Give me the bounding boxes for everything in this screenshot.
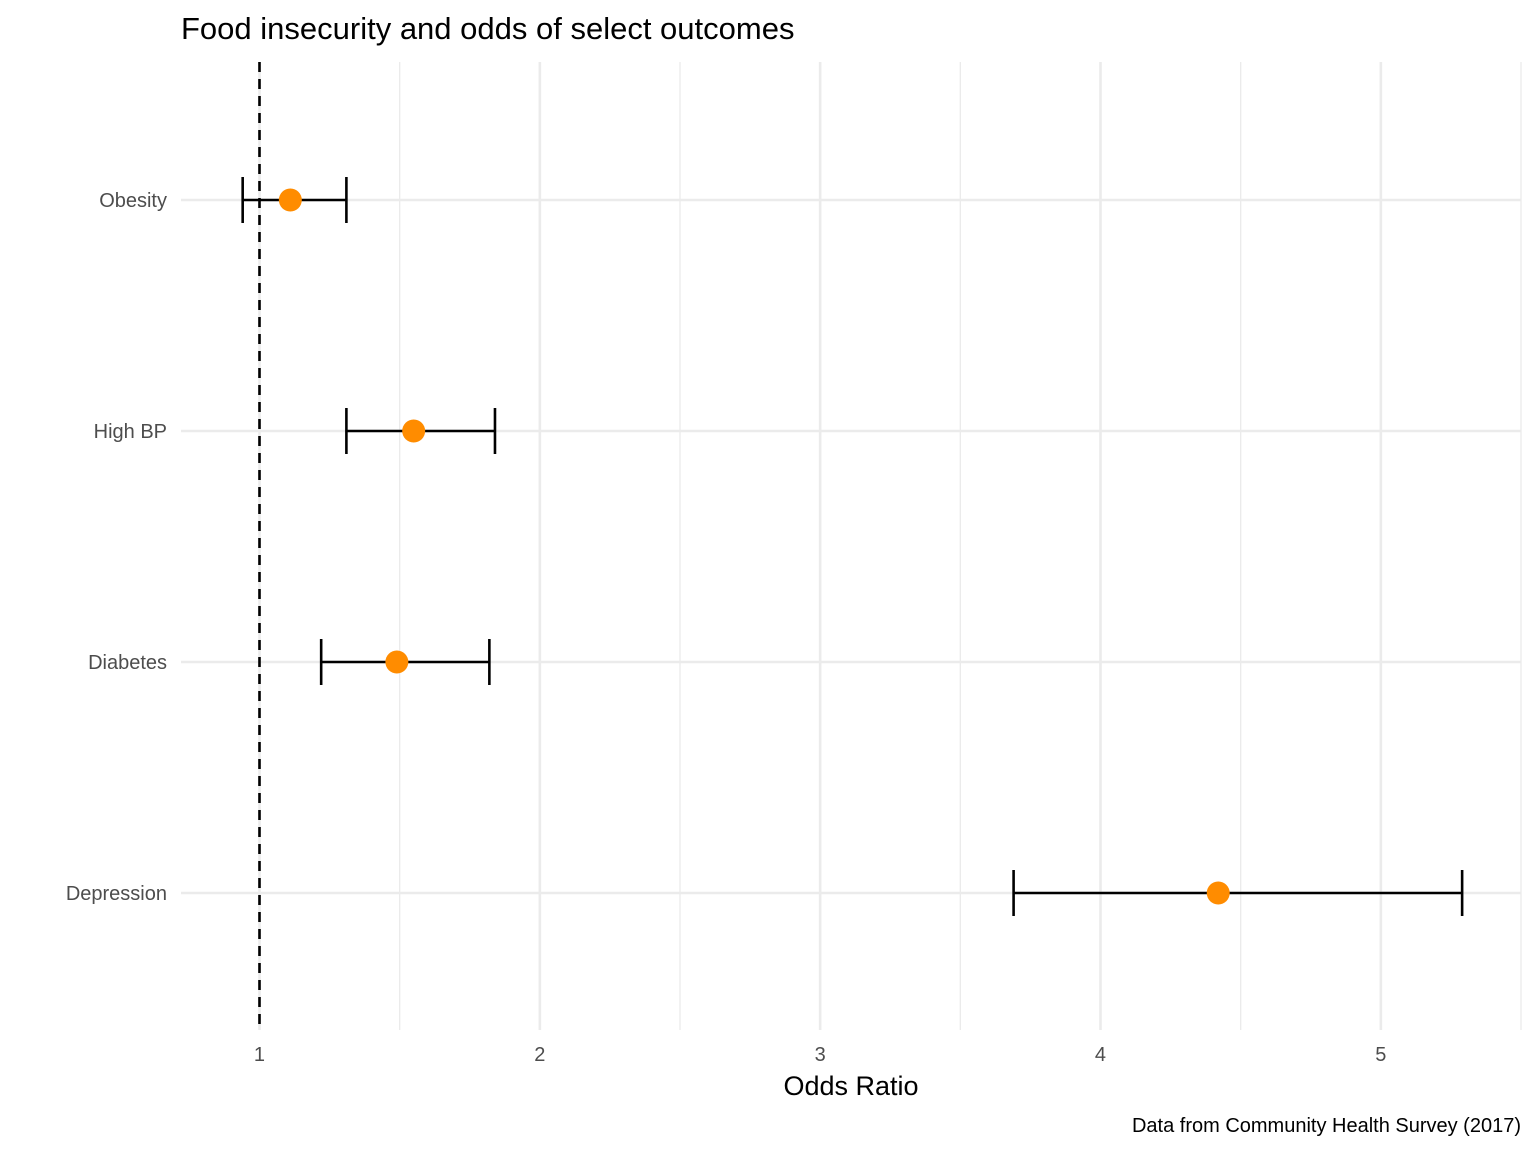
forest-row-obesity [241, 177, 348, 223]
odds-ratio-point [1206, 881, 1230, 905]
x-tick-label: 3 [815, 1044, 826, 1066]
y-tick-label: High BP [94, 421, 167, 443]
x-tick-label: 2 [534, 1044, 545, 1066]
grid-lines [181, 62, 1522, 1030]
x-axis-title: Odds Ratio [783, 1071, 918, 1101]
x-tick-label: 4 [1095, 1044, 1106, 1066]
forest-row-depression [1012, 870, 1464, 916]
y-tick-label: Diabetes [88, 652, 167, 674]
forest-row-high-bp [345, 408, 497, 454]
chart-caption: Data from Community Health Survey (2017) [1132, 1115, 1521, 1137]
y-tick-label: Depression [66, 883, 167, 905]
x-tick-label: 5 [1375, 1044, 1386, 1066]
odds-ratio-point [385, 650, 409, 674]
y-axis-tick-labels: Obesity High BP Diabetes Depression [66, 190, 167, 905]
odds-ratio-point [278, 188, 302, 212]
data-marks [241, 177, 1464, 916]
odds-ratio-point [402, 419, 426, 443]
y-tick-label: Obesity [99, 190, 167, 212]
chart-title: Food insecurity and odds of select outco… [181, 11, 794, 46]
forest-row-diabetes [319, 639, 491, 685]
x-tick-label: 1 [254, 1044, 265, 1066]
x-axis-tick-labels: 1 2 3 4 5 [254, 1044, 1386, 1066]
